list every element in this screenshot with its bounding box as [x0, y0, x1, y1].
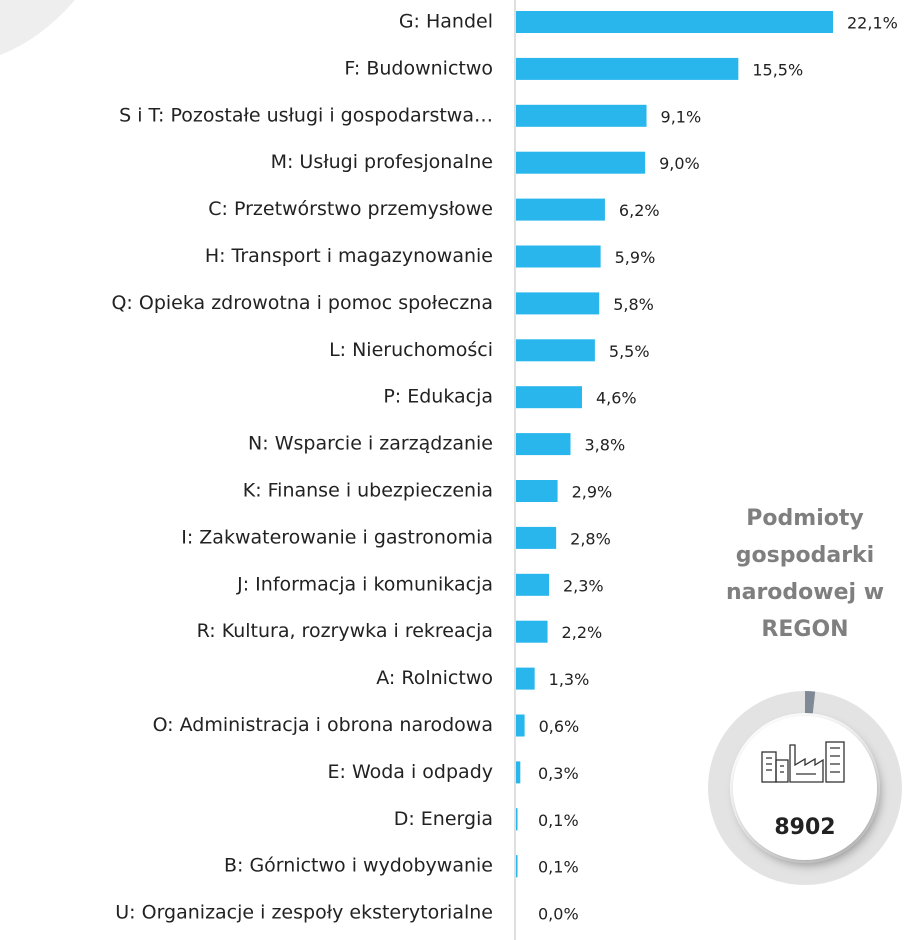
bar: [516, 761, 521, 784]
category-label: M: Usługi profesjonalne: [271, 151, 493, 173]
value-label: 3,8%: [585, 436, 626, 455]
value-label: 15,5%: [752, 60, 803, 79]
donut: [708, 691, 902, 885]
value-label: 9,0%: [659, 154, 700, 173]
value-label: 0,6%: [539, 717, 580, 736]
bar: [516, 104, 647, 127]
category-label: U: Organizacje i zespoły eksterytorialne: [115, 902, 493, 924]
bar: [516, 151, 646, 174]
category-label: K: Finanse i ubezpieczenia: [243, 480, 493, 502]
category-label: C: Przetwórstwo przemysłowe: [208, 198, 493, 220]
value-label: 9,1%: [661, 107, 702, 126]
bar: [516, 386, 582, 409]
value-label: 2,8%: [570, 529, 611, 548]
bar: [516, 433, 571, 456]
category-label: P: Edukacja: [383, 386, 493, 408]
bar: [516, 620, 548, 643]
value-label: 22,1%: [847, 14, 898, 33]
category-label: G: Handel: [399, 11, 493, 33]
category-label: E: Woda i odpady: [328, 761, 494, 783]
bar: [516, 339, 595, 362]
category-label: H: Transport i magazynowanie: [205, 245, 493, 267]
bar: [516, 245, 601, 268]
value-label: 5,5%: [609, 342, 650, 361]
value-label: 2,3%: [563, 576, 604, 595]
value-label: 5,8%: [613, 295, 654, 314]
bar: [516, 198, 605, 221]
value-label: 0,3%: [538, 764, 579, 783]
donut-segment: [804, 691, 816, 714]
value-label: 0,1%: [538, 811, 579, 830]
bar: [516, 573, 549, 596]
category-label: L: Nieruchomości: [329, 339, 493, 361]
value-label: 0,1%: [538, 858, 579, 877]
bar: [516, 11, 833, 33]
value-label: 2,2%: [562, 623, 603, 642]
value-label: 5,9%: [615, 248, 656, 267]
panel-title: Podmioty gospodarki narodowej w REGON: [725, 506, 885, 642]
bar-hairline: [516, 855, 518, 878]
category-label: O: Administracja i obrona narodowa: [153, 714, 493, 736]
value-label: 0,0%: [538, 905, 579, 924]
category-label: N: Wsparcie i zarządzanie: [248, 433, 493, 455]
category-label: S i T: Pozostałe usługi i gospodarstwa…: [119, 104, 493, 126]
panel-value: 8902: [774, 815, 836, 840]
category-label: J: Informacja i komunikacja: [236, 573, 493, 595]
bar: [516, 714, 525, 737]
category-label: F: Budownictwo: [344, 57, 493, 79]
bar: [516, 57, 739, 80]
value-label: 6,2%: [619, 201, 660, 220]
category-label: Q: Opieka zdrowotna i pomoc społeczna: [111, 292, 493, 314]
bar: [516, 667, 535, 690]
value-label: 1,3%: [549, 670, 590, 689]
buildings-icon: [761, 741, 845, 783]
category-label: A: Rolnictwo: [376, 667, 493, 689]
bar-hairline: [516, 808, 518, 831]
corner-decoration: [0, 0, 75, 55]
category-label: R: Kultura, rozrywka i rekreacja: [197, 620, 493, 642]
category-label: D: Energia: [394, 808, 493, 830]
bar: [516, 292, 600, 315]
bar: [516, 526, 557, 549]
bar: [516, 480, 558, 502]
category-label: I: Zakwaterowanie i gastronomia: [181, 526, 493, 548]
category-label: B: Górnictwo i wydobywanie: [224, 855, 493, 877]
value-label: 2,9%: [572, 483, 613, 502]
value-label: 4,6%: [596, 389, 637, 408]
